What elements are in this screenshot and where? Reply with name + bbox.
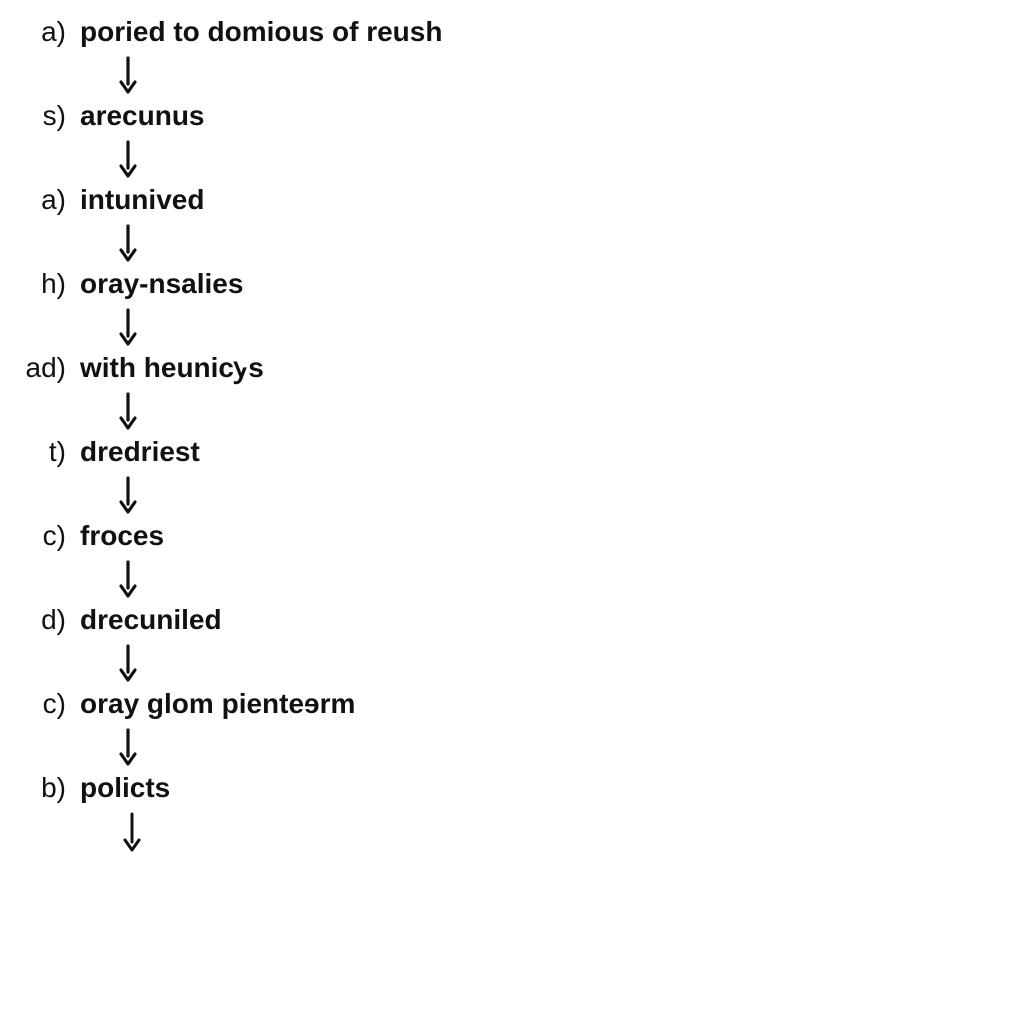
down-arrow-icon [80,726,140,766]
flow-arrow [0,306,1024,346]
step-text: arecunus [80,102,1024,130]
flow-step: a)intunived [0,186,1024,214]
step-text: intunived [80,186,1024,214]
down-arrow-icon [80,222,140,262]
flow-arrow [0,558,1024,598]
flow-step: b)policts [0,774,1024,802]
step-text: oray-nsalies [80,270,1024,298]
step-text: oray glom pienteɘrm [80,690,1024,718]
down-arrow-icon [80,138,140,178]
flow-arrow [0,810,1024,852]
down-arrow-icon [80,642,140,682]
flow-step: s)arecunus [0,102,1024,130]
down-arrow-icon [80,390,140,430]
step-marker: c) [0,690,80,718]
flow-step: ad)with heunicꭚs [0,354,1024,382]
step-marker: ad) [0,354,80,382]
flow-arrow [0,390,1024,430]
step-marker: a) [0,18,80,46]
step-marker: t) [0,438,80,466]
down-arrow-icon [80,306,140,346]
step-marker: d) [0,606,80,634]
flow-arrow [0,54,1024,94]
flow-step: h)oray-nsalies [0,270,1024,298]
flow-step: c)oray glom pienteɘrm [0,690,1024,718]
step-text: dredriest [80,438,1024,466]
step-text: drecuniled [80,606,1024,634]
down-arrow-icon [80,474,140,514]
flow-step: c)froces [0,522,1024,550]
down-arrow-icon [80,558,140,598]
down-arrow-icon [80,54,140,94]
down-arrow-icon [80,810,144,852]
flow-arrow [0,222,1024,262]
step-marker: h) [0,270,80,298]
step-text: with heunicꭚs [80,354,1024,382]
flow-arrow [0,138,1024,178]
flow-list: a)poried to domious of reushs)arecunusa)… [0,0,1024,852]
flow-arrow [0,474,1024,514]
step-marker: c) [0,522,80,550]
flow-step: t)dredriest [0,438,1024,466]
step-marker: s) [0,102,80,130]
flow-arrow [0,726,1024,766]
flow-arrow [0,642,1024,682]
step-marker: b) [0,774,80,802]
step-marker: a) [0,186,80,214]
step-text: policts [80,774,1024,802]
step-text: froces [80,522,1024,550]
flow-step: a)poried to domious of reush [0,18,1024,46]
step-text: poried to domious of reush [80,18,1024,46]
flow-step: d)drecuniled [0,606,1024,634]
